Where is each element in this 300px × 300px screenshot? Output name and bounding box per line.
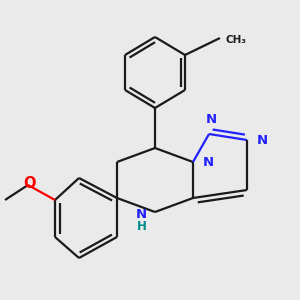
- Text: N: N: [203, 155, 214, 169]
- Text: O: O: [24, 176, 36, 190]
- Text: N: N: [257, 134, 268, 146]
- Text: H: H: [137, 220, 147, 232]
- Text: N: N: [136, 208, 147, 220]
- Text: N: N: [206, 113, 217, 126]
- Text: CH₃: CH₃: [226, 35, 247, 45]
